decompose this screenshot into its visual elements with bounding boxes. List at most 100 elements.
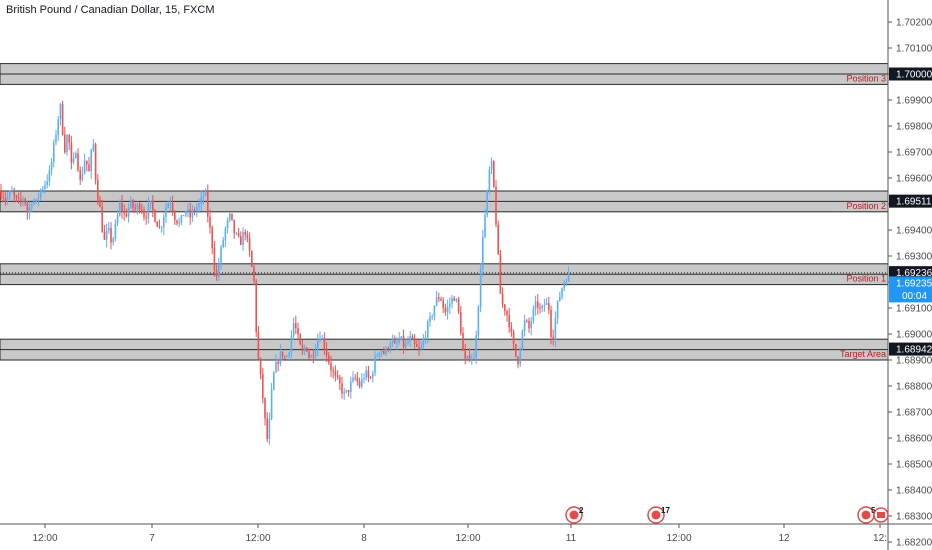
zone-price-tag-label: 1.69511 [896, 197, 932, 208]
candle-body [431, 316, 433, 317]
time-axis[interactable]: 12:00 7 12:00 8 12:00 11 12:00 12 12: [0, 523, 932, 544]
candle-body [295, 323, 297, 329]
candle-body [286, 356, 288, 358]
economic-event-icon[interactable]: 2 [565, 506, 584, 524]
economic-event-icon[interactable]: 5 [857, 506, 876, 524]
candle-body [314, 350, 317, 357]
symbol-title[interactable]: British Pound / Canadian Dollar, 15, FXC… [6, 4, 215, 16]
price-axis[interactable]: 1.70200 1.70100 1.70000 1.69900 1.69800 1.697… [887, 0, 932, 550]
candle-body [26, 203, 29, 213]
candle-body [482, 237, 484, 269]
event-count: 17 [661, 506, 670, 515]
candle-body [319, 339, 321, 341]
candle-body [299, 334, 301, 345]
candle-body [55, 134, 57, 143]
candle-body [152, 200, 154, 211]
candle-body [72, 158, 75, 163]
candle-body [402, 336, 405, 347]
candle-body [506, 310, 508, 316]
candle-body [240, 236, 242, 245]
price-tick-label: 1.68300 [896, 512, 932, 523]
candle-body [407, 341, 409, 344]
candle-body [160, 227, 163, 228]
candle-body [191, 210, 194, 218]
event-flag [569, 510, 579, 520]
candle-body [519, 348, 521, 365]
flag-icon[interactable] [873, 507, 889, 523]
candle-body [48, 170, 51, 182]
candle-body [422, 338, 425, 346]
candle-body [218, 264, 220, 277]
price-tick-label: 1.69600 [896, 174, 932, 185]
candle-body [435, 297, 438, 306]
candle-body [438, 297, 440, 299]
time-tick-label: 12:00 [666, 533, 691, 544]
candle-body [567, 272, 570, 282]
candle-body [83, 160, 86, 174]
candle-body [108, 227, 110, 231]
candle-body [64, 134, 66, 153]
candle-body [352, 377, 354, 382]
candle-body [365, 370, 367, 379]
candle-body [347, 390, 350, 393]
candle-body [341, 383, 343, 394]
candle-body [499, 253, 502, 294]
candle-body [303, 347, 306, 352]
zone-price-tag [889, 266, 932, 280]
zone-label: Position 1 [846, 274, 886, 284]
candle-body [554, 318, 557, 341]
candle-body [31, 204, 33, 208]
candle-body [356, 377, 359, 382]
candle-body [418, 346, 420, 350]
candle-body [526, 320, 528, 322]
candle-body [114, 223, 117, 239]
candle-body [180, 215, 183, 223]
candle-body [389, 342, 392, 349]
current-price-tag [889, 276, 932, 303]
candle-body [134, 207, 136, 209]
candle-body [112, 238, 114, 243]
price-tick-label: 1.69400 [896, 226, 932, 237]
candle-body [416, 343, 418, 347]
candle-body [515, 343, 517, 357]
candle-body [77, 153, 79, 171]
candle-body [449, 303, 451, 307]
candle-body [306, 347, 308, 352]
candle-body [563, 282, 565, 289]
candle-body [288, 352, 290, 357]
candle-body [268, 418, 271, 440]
zone-price-tag [889, 67, 932, 81]
candle-body [207, 191, 209, 217]
candle-body [385, 348, 387, 354]
time-tick-label: 7 [149, 533, 155, 544]
candle-body [539, 307, 541, 309]
economic-event-icon[interactable]: 17 [647, 506, 670, 524]
candle-body [215, 270, 218, 277]
candle-body [57, 119, 59, 135]
candle-body [79, 170, 81, 180]
candle-body [521, 331, 524, 349]
candle-body [189, 209, 191, 218]
candle-body [116, 215, 119, 224]
zone-price-tag-label: 1.70000 [896, 70, 932, 81]
candle-body [308, 351, 310, 358]
price-tick-label: 1.69100 [896, 304, 932, 315]
candle-body [559, 297, 561, 301]
candle-body [237, 233, 240, 237]
price-tick-label: 1.69300 [896, 252, 932, 263]
candle-body [396, 342, 398, 344]
candle-body [211, 227, 213, 248]
candle-body [409, 336, 411, 342]
candle-body [136, 204, 139, 209]
candle-body [28, 207, 31, 213]
time-tick-label: 11 [566, 533, 577, 544]
candle-body [446, 306, 449, 313]
candle-body [235, 233, 238, 235]
candle-body [105, 230, 108, 240]
candle-body [90, 150, 92, 172]
candle-body [2, 197, 4, 199]
candle-body [543, 304, 546, 306]
candle-body [451, 298, 453, 304]
price-tick-label: 1.69700 [896, 148, 932, 159]
